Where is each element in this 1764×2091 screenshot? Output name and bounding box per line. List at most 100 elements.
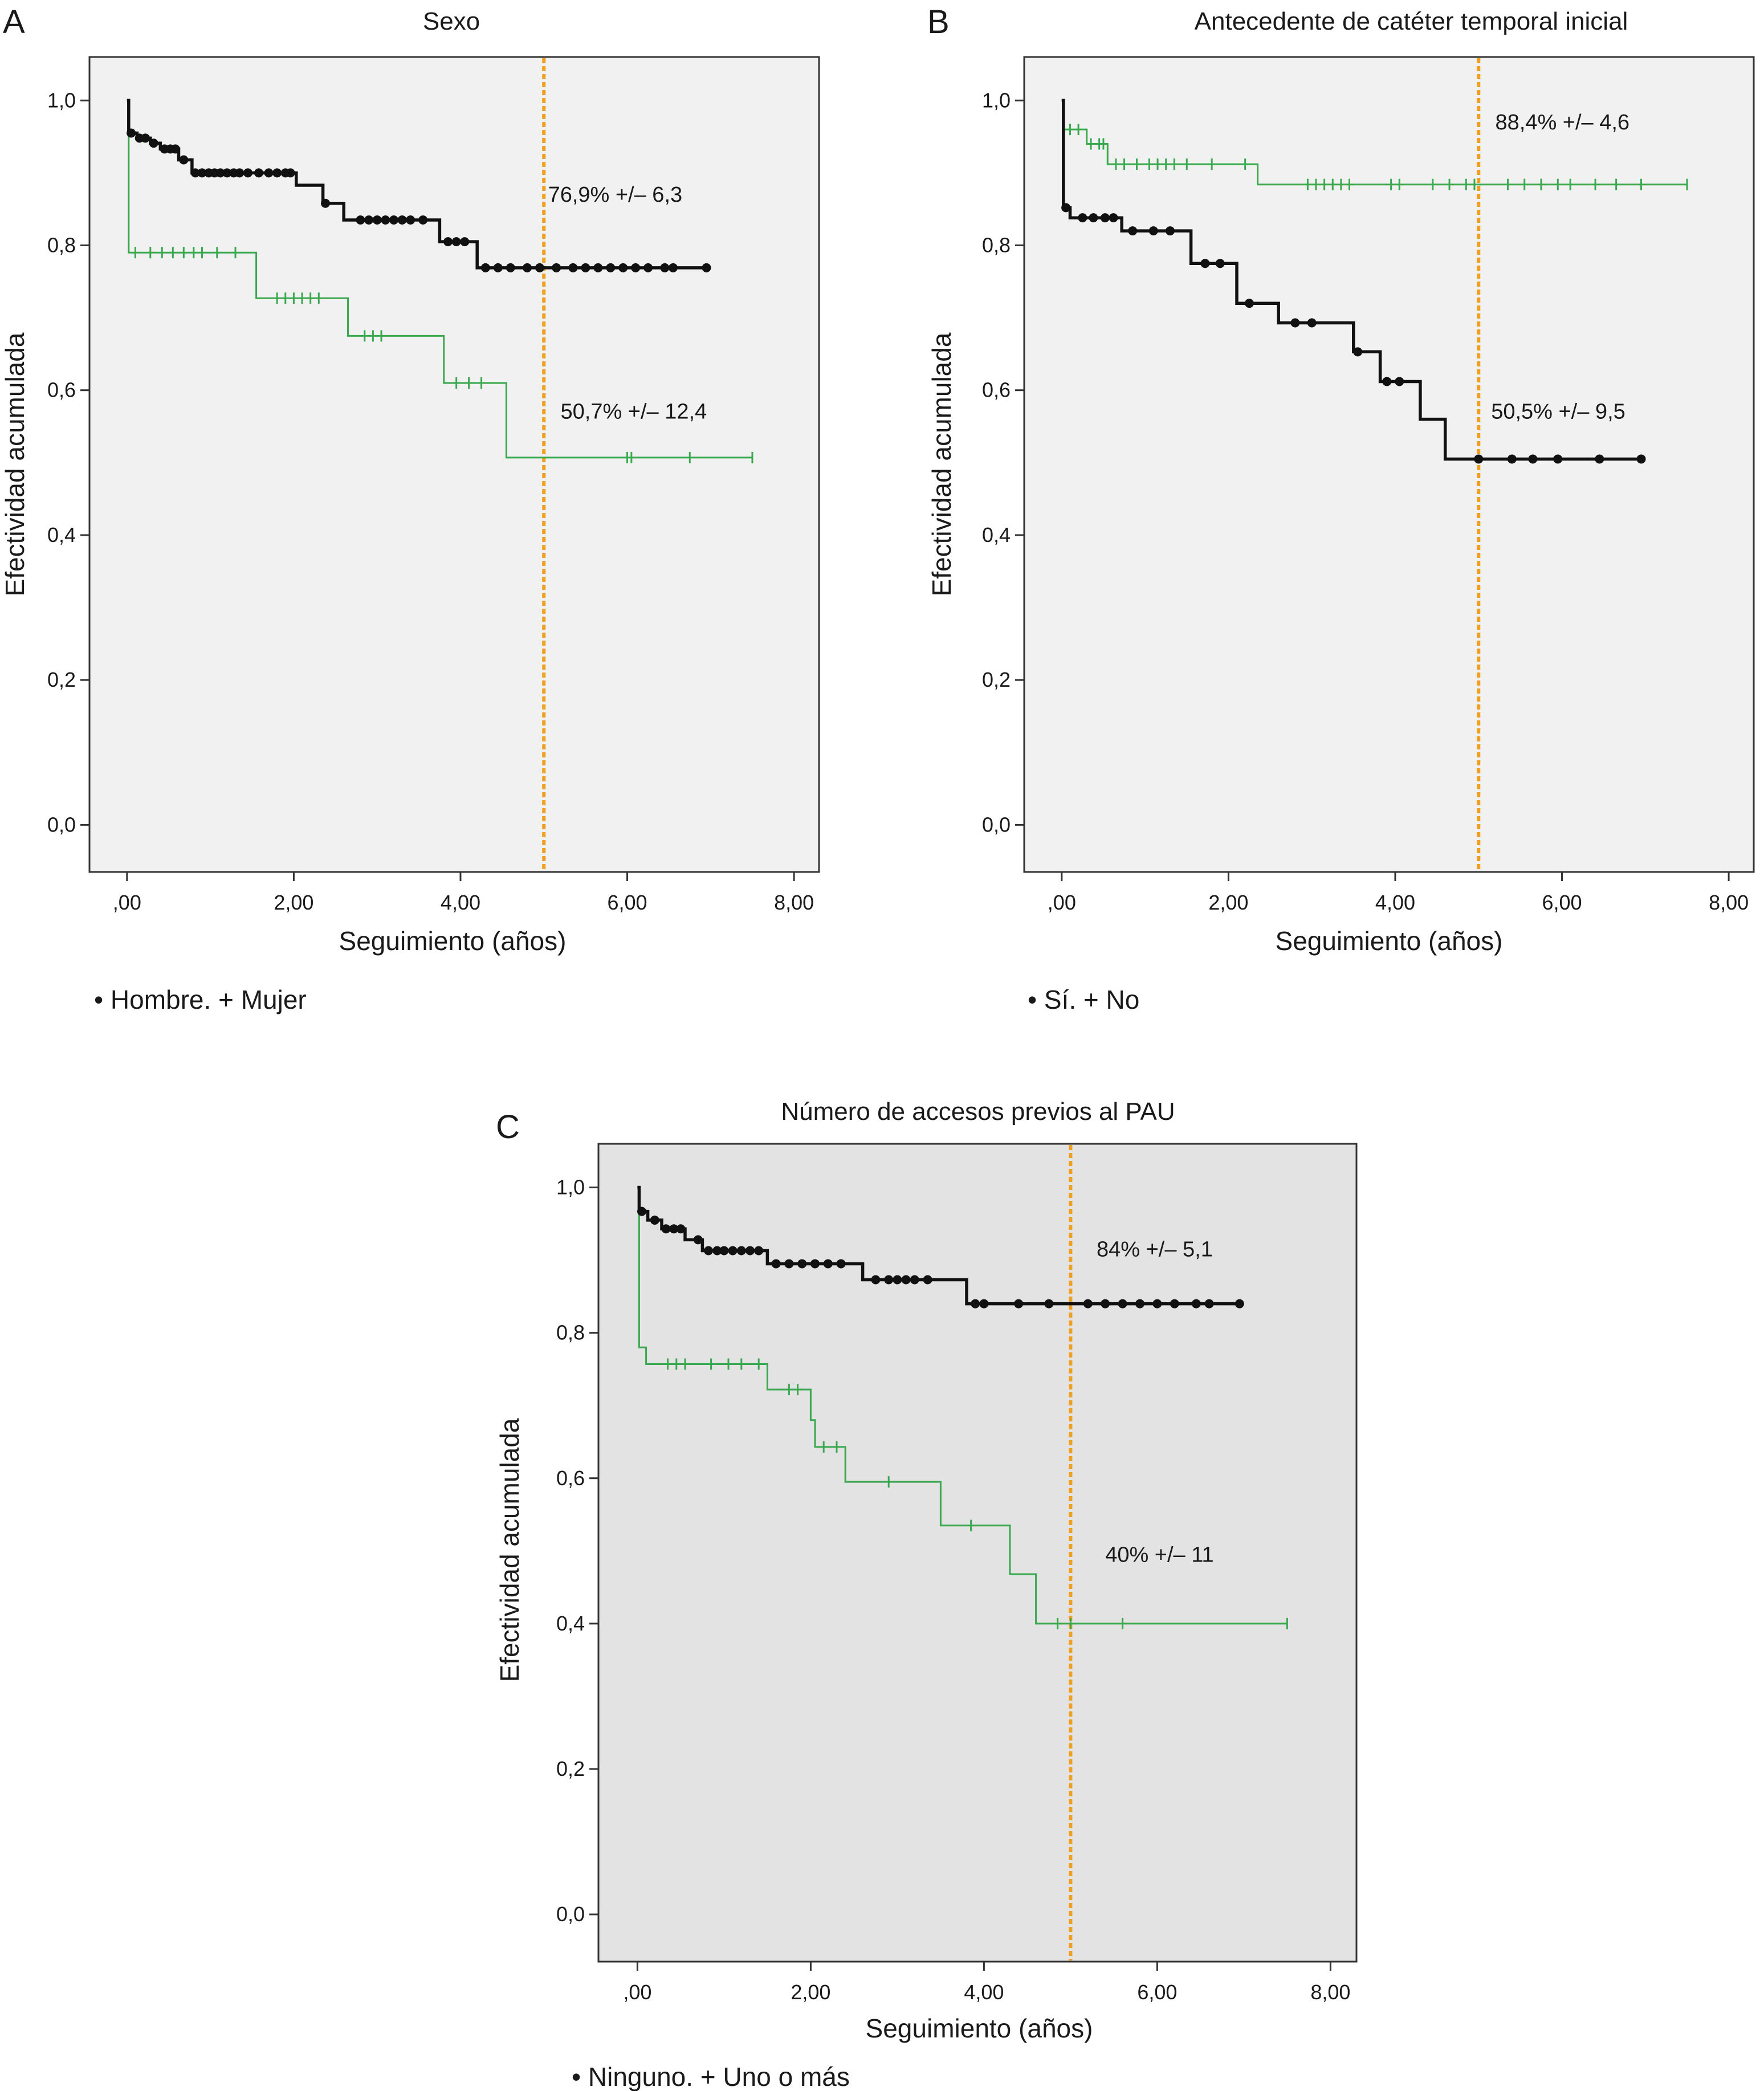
censor-dot: [810, 1259, 820, 1269]
censor-dot: [1089, 213, 1098, 223]
censor-dot: [669, 263, 678, 272]
censor-dot: [406, 215, 415, 225]
km-curve-mujer: [127, 99, 752, 459]
plot-area-b: [1023, 56, 1755, 873]
x-tick-label: 6,00: [1137, 1980, 1177, 2004]
censor-dot: [893, 1275, 902, 1285]
y-tick-label: 1,0: [47, 88, 76, 112]
x-tick-label: 2,00: [791, 1980, 830, 2004]
censor-dot: [264, 168, 274, 178]
censor-dot: [704, 1246, 714, 1256]
y-tick-label: 0,4: [556, 1612, 585, 1635]
censor-dot: [631, 263, 641, 272]
censor-dot: [661, 1224, 671, 1234]
censor-dot: [1083, 1299, 1093, 1309]
censor-dot: [784, 1259, 794, 1269]
censor-dot: [1152, 1299, 1162, 1309]
censor-dot: [190, 168, 200, 178]
censor-dot: [736, 1246, 746, 1256]
censor-dot: [356, 215, 365, 225]
censor-dot: [1170, 1299, 1179, 1309]
censor-dot: [1061, 203, 1071, 213]
legend-a: • Hombre. + Mujer: [94, 985, 307, 1014]
x-tick-label: ,00: [1048, 891, 1076, 914]
legend-c: • Ninguno. + Uno o más: [572, 2062, 850, 2091]
censor-dot: [712, 1246, 722, 1256]
censor-dot: [693, 1235, 703, 1245]
x-tick-label: 2,00: [274, 891, 313, 914]
survival-annotation: 40% +/– 11: [1105, 1543, 1214, 1567]
censor-dot: [480, 263, 490, 272]
censor-dot: [1595, 454, 1604, 464]
censor-dot: [797, 1259, 807, 1269]
censor-dot: [1014, 1299, 1024, 1309]
censor-dot: [923, 1275, 932, 1285]
panel-letter-a: A: [3, 3, 25, 40]
censor-dot: [235, 168, 245, 178]
censor-dot: [702, 263, 711, 272]
censor-dot: [215, 168, 225, 178]
x-tick-label: ,00: [113, 891, 141, 914]
censor-dot: [552, 263, 561, 272]
x-axis-label-b: Seguimiento (años): [1276, 926, 1503, 956]
censor-dot: [836, 1259, 846, 1269]
censor-dot: [372, 215, 382, 225]
censor-dot: [460, 237, 470, 247]
y-tick-label: 0,0: [47, 813, 76, 836]
censor-dot: [170, 144, 180, 154]
censor-dot: [506, 263, 515, 272]
censor-dot: [1191, 1299, 1201, 1309]
plot-area-a: [88, 56, 820, 873]
censor-dot: [1128, 226, 1138, 236]
chart-title-b: Antecedente de catéter temporal inicial: [1195, 7, 1628, 35]
censor-dot: [1215, 259, 1225, 268]
censor-dot: [418, 215, 428, 225]
censor-dot: [606, 263, 616, 272]
censor-dot: [1166, 226, 1175, 236]
y-tick-label: 0,2: [47, 668, 76, 691]
censor-dot: [254, 168, 263, 178]
censor-dot: [618, 263, 628, 272]
censor-dot: [364, 215, 374, 225]
x-tick-label: 8,00: [774, 891, 814, 914]
censor-dot: [523, 263, 532, 272]
censor-dot: [1395, 377, 1404, 386]
censor-dot: [320, 198, 330, 208]
y-tick-label: 1,0: [556, 1176, 585, 1199]
censor-dot: [243, 168, 252, 178]
y-tick-label: 0,8: [556, 1321, 585, 1344]
plot-content-b: ,00 2,00 4,00 6,00 8,00 0,0 0,2 0,4 0,6 0,8 1,0 88,…: [982, 58, 1749, 914]
censor-dot: [1636, 454, 1646, 464]
censor-dot: [1353, 347, 1363, 357]
y-axis-label-b: Efectividad acumulada: [927, 332, 956, 596]
censor-dot: [141, 133, 150, 143]
panel-c: C Número de accesos previos al PAU ,00 2,…: [495, 1098, 1358, 2091]
censor-dot: [1118, 1299, 1127, 1309]
x-tick-label: 4,00: [1375, 891, 1415, 914]
censor-dot: [535, 263, 544, 272]
censor-dot: [660, 263, 670, 272]
censor-dot: [719, 1246, 729, 1256]
y-tick-label: 0,0: [982, 813, 1011, 836]
y-tick-label: 0,0: [556, 1902, 585, 1926]
chart-title-a: Sexo: [423, 7, 480, 35]
chart-title-c: Número de accesos previos al PAU: [781, 1098, 1175, 1126]
censor-dot: [728, 1246, 738, 1256]
x-tick-label: 8,00: [1709, 891, 1749, 914]
censor-dot: [771, 1259, 781, 1269]
censor-dot: [823, 1259, 833, 1269]
censor-dot: [669, 1224, 679, 1234]
censor-dot: [1044, 1299, 1054, 1309]
y-tick-label: 0,8: [47, 233, 76, 256]
y-tick-label: 0,4: [982, 523, 1011, 547]
censor-dot: [1204, 1299, 1214, 1309]
y-axis-label-c: Efectividad acumulada: [495, 1418, 524, 1682]
y-tick-label: 0,6: [556, 1466, 585, 1490]
y-tick-label: 0,4: [47, 523, 76, 547]
censor-dot: [1148, 226, 1158, 236]
censor-dot: [1101, 1299, 1110, 1309]
censor-dot: [389, 215, 398, 225]
x-tick-label: 6,00: [1542, 891, 1582, 914]
censor-dot: [1200, 259, 1210, 268]
censor-dot: [568, 263, 578, 272]
